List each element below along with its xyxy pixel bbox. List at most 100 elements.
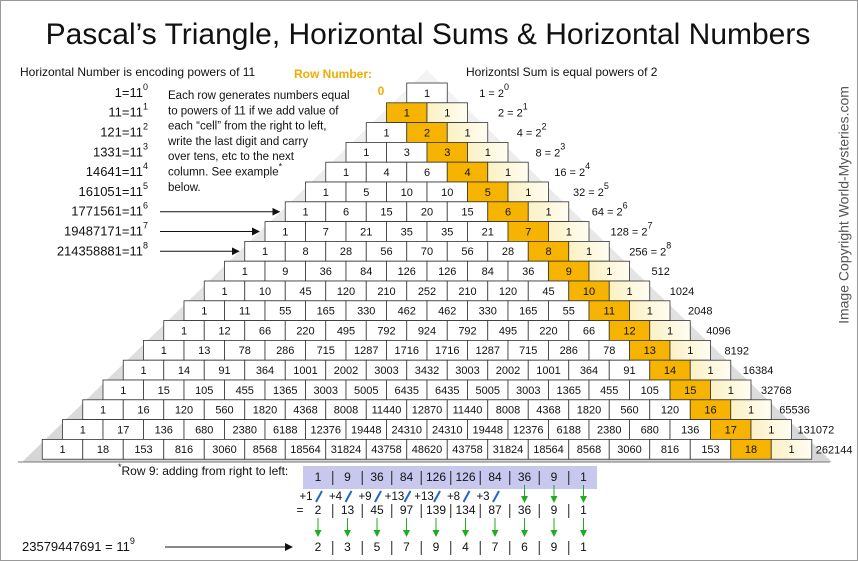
cell-value: 1 xyxy=(181,325,187,337)
cell-value: 11 xyxy=(604,306,615,318)
carry-arrow xyxy=(462,490,471,503)
cell-value: 3003 xyxy=(516,385,540,397)
cell-value: 11 xyxy=(239,306,250,318)
example-carry: +1 xyxy=(299,491,312,503)
example-digit: 6 xyxy=(521,540,528,554)
cell-value: 1 xyxy=(768,424,774,436)
right-sum: 8192 xyxy=(725,345,749,357)
left-number-exponent: 6 xyxy=(143,201,148,211)
example-marker: * xyxy=(118,462,122,472)
cell-value: 8568 xyxy=(577,444,601,456)
cell-value: 10 xyxy=(441,187,453,199)
cell-value: 13 xyxy=(198,345,210,357)
cell-value: 6 xyxy=(343,207,349,219)
example-digit: 7 xyxy=(492,540,499,554)
cell-value: 24310 xyxy=(432,424,463,436)
example-carry: +4 xyxy=(329,491,343,503)
cell-value: 8008 xyxy=(496,405,520,417)
right-sum-base: 8 = 2 xyxy=(536,147,561,159)
cell-value: 165 xyxy=(317,306,335,318)
cell-value: 1 xyxy=(262,246,268,258)
example-result: 23579447691 = 119 xyxy=(22,536,135,554)
cell-value: 12870 xyxy=(412,405,443,417)
row-number-label: Row Number: xyxy=(294,67,372,81)
cell-value: 11440 xyxy=(372,405,402,417)
example-box xyxy=(303,466,597,489)
right-sum-base: 2 = 2 xyxy=(498,108,523,120)
cell-value: 680 xyxy=(195,424,213,436)
cell-value: 1 xyxy=(59,444,65,456)
example-digit: 4 xyxy=(462,540,469,554)
title: Pascal’s Triangle, Horizontal Sums & Hor… xyxy=(46,18,811,51)
cell-value: 16 xyxy=(137,405,149,417)
right-sum: 128 = 27 xyxy=(611,221,653,239)
cell-value: 4 xyxy=(383,167,389,179)
carry-arrow xyxy=(374,490,382,503)
cell-value: 715 xyxy=(519,345,537,357)
cell-value: 680 xyxy=(641,424,659,436)
example-value: 36 xyxy=(518,470,532,484)
carry-arrow xyxy=(315,490,323,503)
right-sum-base: 4 = 2 xyxy=(517,127,542,139)
explanation-line: Each row generates numbers equal xyxy=(168,90,350,102)
left-number-exponent: 8 xyxy=(143,241,148,251)
example-value: 9 xyxy=(344,470,351,484)
cell-value: 455 xyxy=(236,385,254,397)
cell-value: 153 xyxy=(134,444,152,456)
example-carry: +13 xyxy=(414,491,434,503)
explanation-text: below. xyxy=(168,182,201,194)
right-sum-base: 4096 xyxy=(706,325,730,337)
right-sum: 65536 xyxy=(779,405,810,417)
cell-value: 45 xyxy=(542,286,554,298)
cell-value: 9 xyxy=(566,266,572,278)
left-number-base: 19487171=11 xyxy=(64,224,143,239)
explanation-line: column. See example* xyxy=(168,162,283,179)
cell-value: 4368 xyxy=(293,405,317,417)
cell-value: 286 xyxy=(276,345,294,357)
example-digit: 7 xyxy=(403,540,410,554)
example-result-base: 23579447691 = 11 xyxy=(22,539,130,554)
right-sum-base: 32768 xyxy=(761,385,792,397)
cell-value: 45 xyxy=(299,286,311,298)
cell-value: 10 xyxy=(401,187,413,199)
cell-value: 31824 xyxy=(331,444,362,456)
example-value: 126 xyxy=(455,470,475,484)
cell-value: 105 xyxy=(195,385,213,397)
explanation-text: Each row generates numbers equal xyxy=(168,90,350,102)
cell-value: 220 xyxy=(296,325,314,337)
cell-value: 11440 xyxy=(453,405,483,417)
right-sum: 2 = 21 xyxy=(498,102,528,120)
cell-value: 31824 xyxy=(493,444,524,456)
left-number-base: 1771561=11 xyxy=(71,204,143,219)
left-number-exponent: 5 xyxy=(143,181,148,191)
example-equals: = xyxy=(296,503,303,517)
cell-value: 84 xyxy=(482,266,494,278)
cell-value: 1 xyxy=(505,167,511,179)
cell-value: 1 xyxy=(748,405,754,417)
cell-value: 7 xyxy=(323,226,329,238)
cell-value: 126 xyxy=(398,266,416,278)
right-sum-exponent: 0 xyxy=(504,82,509,92)
cell-value: 12376 xyxy=(513,424,544,436)
right-sum-base: 64 = 2 xyxy=(592,207,623,219)
cell-value: 330 xyxy=(479,306,497,318)
cell-value: 1 xyxy=(424,88,430,100)
cell-value: 15 xyxy=(461,207,473,219)
right-sum-base: 8192 xyxy=(725,345,749,357)
cell-value: 12376 xyxy=(310,424,341,436)
cell-value: 330 xyxy=(357,306,375,318)
cell-value: 66 xyxy=(583,325,595,337)
cell-value: 1 xyxy=(525,187,531,199)
cell-value: 792 xyxy=(377,325,395,337)
cell-value: 6435 xyxy=(435,385,459,397)
cell-value: 78 xyxy=(239,345,251,357)
right-sum: 2048 xyxy=(688,306,712,318)
cell-value: 4368 xyxy=(536,405,560,417)
cell-value: 28 xyxy=(340,246,352,258)
right-sum: 1024 xyxy=(670,286,694,298)
left-number-base: 1331=11 xyxy=(93,145,143,160)
carry-arrow xyxy=(433,490,441,503)
cell-value: 105 xyxy=(641,385,659,397)
explanation-text: to powers of 11 if we add value of xyxy=(168,105,339,117)
cell-value: 1 xyxy=(788,444,794,456)
